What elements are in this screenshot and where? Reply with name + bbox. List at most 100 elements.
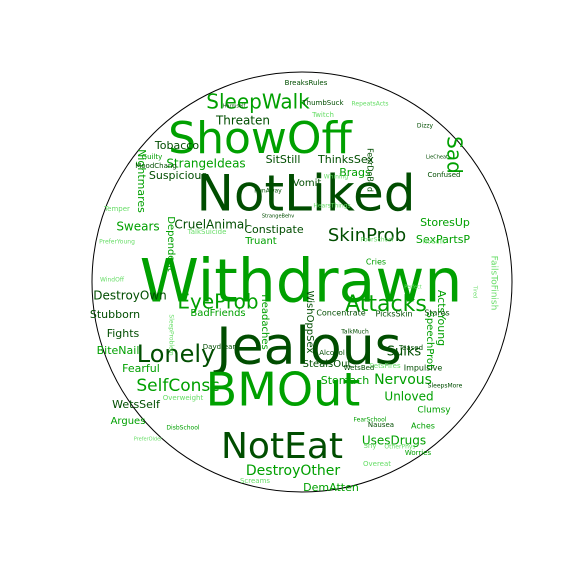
cloud-word: Tired (472, 285, 478, 299)
cloud-word: SexPartsP (416, 233, 471, 246)
cloud-word: Temper (103, 205, 130, 213)
cloud-word: Daydream (203, 343, 240, 351)
cloud-word: Teased (398, 344, 423, 352)
cloud-word: OtherPhys (384, 444, 415, 451)
cloud-word: SetsFires (369, 362, 401, 370)
cloud-word: RunAway (254, 188, 282, 195)
cloud-word: PicksSkin (375, 310, 412, 319)
cloud-word: DestroyOwn (93, 289, 167, 303)
cloud-word: CruelAnimal (174, 218, 247, 232)
cloud-word: SkinProb (328, 225, 406, 246)
cloud-word: SleepsMore (428, 383, 463, 390)
cloud-word: TalkMuch (340, 329, 369, 336)
cloud-word: Sulks (387, 345, 422, 360)
cloud-word: Twitch (311, 111, 334, 119)
cloud-word: Perfect (404, 285, 422, 291)
cloud-word: Aches (411, 422, 435, 431)
cloud-word: WindOff (100, 277, 125, 284)
cloud-word: PreferYoung (99, 239, 135, 246)
cloud-word: Worries (405, 449, 432, 457)
cloud-word: Unloved (384, 390, 433, 404)
cloud-word: UsesDrugs (362, 434, 426, 448)
cloud-word: Whining (324, 174, 349, 181)
cloud-word: Overeat (363, 460, 391, 468)
cloud-word: Threaten (215, 114, 270, 128)
cloud-word: BreaksRules (285, 79, 328, 87)
cloud-word: Jealous (213, 317, 402, 377)
cloud-word: RepeatsActs (351, 101, 388, 108)
cloud-word: StoresUp (420, 216, 470, 229)
cloud-word: ShowOff (168, 113, 353, 164)
cloud-word: SleepWalk (206, 90, 310, 114)
cloud-word: Nervous (374, 372, 432, 388)
cloud-word: DemAtten (303, 481, 359, 494)
cloud-word: Lonely (137, 340, 215, 368)
cloud-word: TalkSuicide (187, 228, 227, 236)
cloud-word: Harmself (223, 104, 246, 110)
cloud-word: PoorSchool (360, 237, 393, 244)
cloud-word: Stares (424, 309, 449, 318)
cloud-word: Cries (366, 258, 386, 267)
cloud-word: Attacks (345, 292, 427, 317)
cloud-word: StrangeIdeas (166, 157, 245, 171)
cloud-word: WetsSelf (112, 398, 161, 411)
cloud-word: Stomach (321, 374, 370, 387)
cloud-word: ActsYoung (435, 290, 448, 346)
cloud-word: Overweight (163, 394, 204, 402)
cloud-word: Swears (116, 220, 159, 234)
cloud-word: Nausea (368, 421, 394, 429)
cloud-word: BMOut (206, 363, 361, 417)
cloud-word: SpeechProb (424, 311, 435, 370)
cloud-word: Confused (428, 171, 461, 179)
cloud-word: Dependent (165, 216, 176, 272)
cloud-word: Alcohol (319, 349, 345, 357)
cloud-word: Concentrate (316, 309, 365, 318)
cloud-word: LieCheat (426, 155, 448, 161)
cloud-word: StealsOut (303, 359, 352, 370)
cloud-word: Impulsive (404, 364, 443, 373)
cloud-word: Fights (107, 327, 140, 340)
cloud-word: Headaches (259, 294, 270, 349)
cloud-word: BadFriends (190, 308, 245, 319)
cloud-word: Constipate (244, 223, 304, 236)
cloud-word: ThumbSuck (301, 99, 344, 107)
cloud-word: FearDoBad (366, 148, 375, 192)
cloud-word: NotEat (221, 426, 343, 467)
cloud-word: DestroyOther (246, 463, 340, 479)
cloud-word: Clumsy (417, 406, 451, 416)
cloud-word: EyeProb (177, 290, 258, 314)
cloud-word: DisbSchool (166, 425, 199, 432)
cloud-word: Brags (339, 166, 371, 179)
cloud-word: NoGuilt (423, 239, 446, 246)
cloud-word: SitStill (266, 153, 301, 166)
cloud-word: WishOppSex (304, 291, 315, 354)
cloud-word: Guilty (142, 153, 163, 161)
cloud-word: Argues (111, 416, 146, 427)
cloud-word: Withdrawn (140, 247, 463, 317)
cloud-word: Fearful (122, 362, 160, 375)
cloud-word: Vomit (293, 178, 322, 189)
cloud-word: MoodChang (135, 162, 177, 170)
cloud-word: HearsThings (313, 203, 350, 210)
cloud-word: Sad (443, 136, 467, 174)
cloud-word: Truant (244, 236, 277, 247)
cloud-word: Screams (240, 477, 270, 485)
cloud-word: Nightmares (135, 149, 148, 213)
cloud-word: ThinksSex (317, 153, 374, 166)
cloud-word: WetsBed (344, 364, 375, 372)
cloud-word: FailsToFinish (489, 256, 499, 311)
cloud-word: StrangeBehv (262, 214, 294, 220)
cloud-boundary-circle (91, 71, 513, 493)
cloud-word: Stubborn (90, 308, 140, 321)
cloud-word: Shy (363, 442, 376, 450)
cloud-word: Dizzy (417, 123, 434, 130)
cloud-word: SleepProblem (168, 314, 175, 355)
cloud-word: NotLiked (196, 165, 415, 223)
cloud-word: SelfConsc (136, 376, 219, 396)
cloud-word: Tobacco (154, 139, 199, 152)
cloud-word: BiteNail (97, 344, 140, 357)
cloud-word: Suspicious (149, 169, 208, 182)
cloud-word: FearSchool (354, 417, 387, 424)
cloud-word: PreferOlder (134, 437, 163, 443)
